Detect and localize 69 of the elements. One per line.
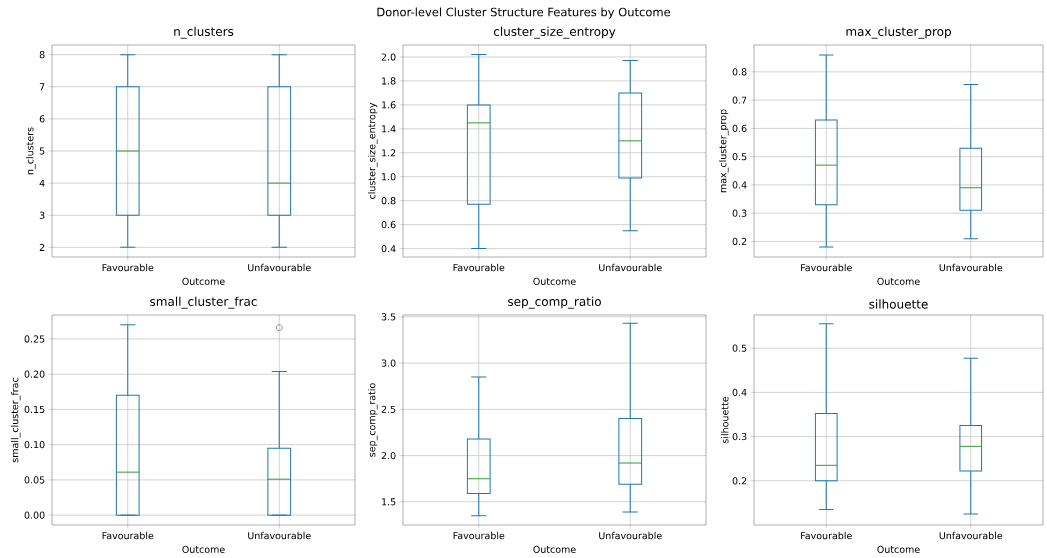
y-tick-label: 2 <box>39 243 45 251</box>
y-tick-label: 0.2 <box>732 237 747 246</box>
x-tick-label: Favourable <box>801 531 852 540</box>
y-tick-label: 0.05 <box>24 476 45 484</box>
y-tick-label: 1.2 <box>382 149 396 157</box>
x-tick-label: Unfavourable <box>939 531 1003 540</box>
y-tick-label: 0.2 <box>732 477 747 485</box>
y-axis-title: max_cluster_prop <box>719 109 729 193</box>
x-axis-title: Outcome <box>182 277 225 285</box>
y-tick-label: 0.7 <box>732 96 747 104</box>
y-tick-label: 0.4 <box>732 388 747 396</box>
chart-title: small_cluster_frac <box>150 296 257 309</box>
y-axis-title: silhouette <box>721 396 729 444</box>
x-axis-title: Outcome <box>182 545 225 553</box>
x-axis-title: Outcome <box>877 545 920 553</box>
y-tick-label: 0.00 <box>24 511 45 519</box>
x-axis-title: Outcome <box>533 277 576 285</box>
y-tick-label: 6 <box>39 115 45 123</box>
y-tick-label: 5 <box>39 147 45 155</box>
y-axis-title: n_clusters <box>26 127 36 175</box>
y-tick-label: 0.5 <box>732 344 747 352</box>
y-axis-title: sep_comp_ratio <box>368 383 378 457</box>
y-axis-title: cluster_size_entropy <box>368 102 378 199</box>
y-tick-label: 1.0 <box>382 173 396 181</box>
y-tick-label: 3.5 <box>381 313 396 321</box>
y-tick-label: 0.6 <box>381 221 396 229</box>
y-tick-label: 0.6 <box>732 124 747 132</box>
y-tick-label: 2.0 <box>381 452 396 460</box>
x-tick-label: Favourable <box>453 263 505 272</box>
y-tick-label: 2.0 <box>381 53 396 61</box>
x-tick-label: Favourable <box>102 263 154 272</box>
y-tick-label: 0.4 <box>381 245 396 253</box>
x-tick-label: Favourable <box>801 263 852 272</box>
y-tick-label: 7 <box>39 83 45 91</box>
chart-title: silhouette <box>869 299 928 309</box>
y-tick-label: 3.0 <box>381 359 396 367</box>
y-tick-label: 0.8 <box>732 68 747 76</box>
x-tick-label: Favourable <box>453 531 505 540</box>
y-tick-label: 4 <box>39 179 45 187</box>
x-tick-label: Unfavourable <box>599 263 662 272</box>
y-tick-label: 1.8 <box>382 77 396 85</box>
y-tick-label: 0.3 <box>732 209 747 217</box>
x-tick-label: Unfavourable <box>248 263 311 272</box>
y-tick-label: 1.6 <box>382 101 396 109</box>
x-tick-label: Unfavourable <box>248 531 311 540</box>
x-tick-label: Favourable <box>102 531 154 540</box>
x-axis-title: Outcome <box>533 545 576 553</box>
x-tick-label: Unfavourable <box>939 263 1003 272</box>
y-tick-label: 0.4 <box>732 181 747 189</box>
x-axis-title: Outcome <box>877 277 920 285</box>
y-tick-label: 1.4 <box>382 125 396 133</box>
y-tick-label: 0.25 <box>24 335 45 343</box>
y-tick-label: 2.5 <box>381 405 396 413</box>
y-tick-label: 0.10 <box>24 441 45 449</box>
y-tick-label: 0.20 <box>24 370 45 378</box>
chart-title: sep_comp_ratio <box>508 296 601 309</box>
text: Donor-level Cluster Structure Features by Outcome <box>377 7 671 19</box>
chart-title: n_clusters <box>174 26 234 39</box>
chart-title: max_cluster_prop <box>846 26 951 39</box>
y-tick-label: 0.15 <box>24 405 45 414</box>
y-tick-label: 0.8 <box>381 197 396 205</box>
y-tick-label: 1.5 <box>382 498 396 506</box>
y-axis-title: small_cluster_frac <box>11 377 21 463</box>
y-tick-label: 8 <box>39 51 45 59</box>
y-tick-label: 0.3 <box>732 432 747 441</box>
y-tick-label: 0.5 <box>732 153 747 161</box>
y-tick-label: 3 <box>39 211 45 219</box>
x-tick-label: Unfavourable <box>599 531 662 540</box>
chart-title: cluster_size_entropy <box>493 26 616 39</box>
